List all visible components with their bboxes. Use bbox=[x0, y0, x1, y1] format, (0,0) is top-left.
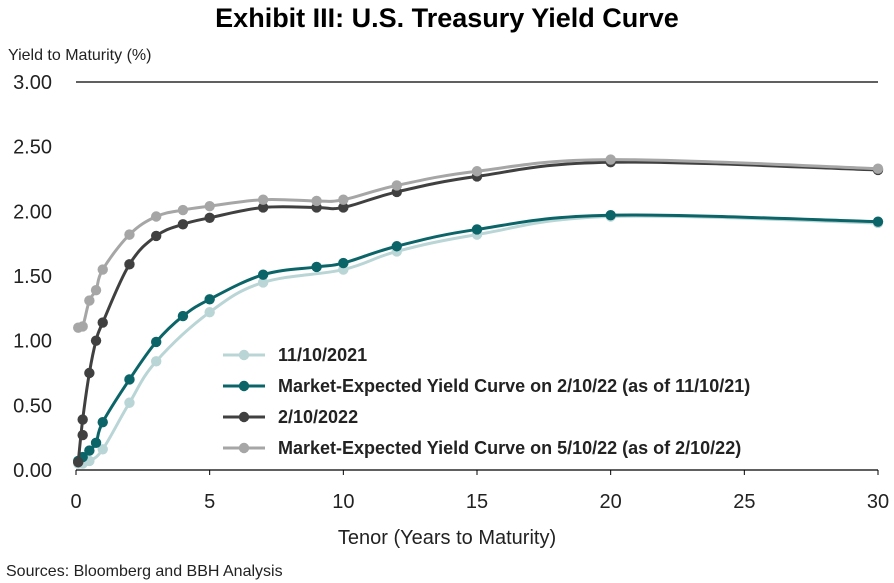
data-point bbox=[471, 224, 483, 235]
x-tick-label: 0 bbox=[70, 491, 81, 513]
chart-title: Exhibit III: U.S. Treasury Yield Curve bbox=[215, 3, 679, 33]
series-3 bbox=[73, 156, 884, 468]
data-point bbox=[97, 444, 108, 455]
data-point bbox=[151, 211, 162, 222]
data-point bbox=[177, 204, 189, 216]
y-tick-labels: 0.00 0.50 1.00 1.50 2.00 2.50 3.00 bbox=[13, 72, 52, 482]
data-point bbox=[338, 194, 349, 205]
data-point bbox=[124, 397, 135, 408]
series-line bbox=[76, 213, 880, 463]
data-point bbox=[257, 202, 269, 213]
data-point bbox=[204, 200, 215, 212]
y-tick-label: 1.50 bbox=[13, 266, 52, 288]
data-point bbox=[124, 374, 135, 385]
data-point bbox=[204, 294, 215, 305]
y-tick-label: 0.00 bbox=[13, 460, 52, 482]
legend-label: Market-Expected Yield Curve on 5/10/22 (… bbox=[278, 438, 741, 458]
y-tick-label: 3.00 bbox=[13, 72, 52, 94]
series-1 bbox=[73, 211, 884, 469]
legend-label: Market-Expected Yield Curve on 2/10/22 (… bbox=[278, 376, 750, 396]
legend-item-2: Market-Expected Yield Curve on 2/10/22 (… bbox=[223, 376, 750, 396]
data-point bbox=[391, 180, 402, 191]
data-point bbox=[338, 202, 349, 213]
legend-swatch-marker bbox=[238, 411, 250, 423]
data-point bbox=[97, 416, 108, 428]
data-point bbox=[177, 219, 189, 230]
data-point bbox=[97, 264, 108, 275]
data-point bbox=[151, 230, 162, 242]
series-layer bbox=[73, 154, 884, 469]
grid-layer bbox=[75, 81, 879, 475]
x-tick-labels: 0 5 10 15 20 25 30 bbox=[70, 491, 889, 513]
data-point bbox=[204, 212, 215, 223]
data-point bbox=[90, 335, 102, 346]
data-point bbox=[338, 257, 349, 269]
data-point bbox=[605, 210, 616, 221]
legend: 11/10/2021 Market-Expected Yield Curve on… bbox=[223, 345, 750, 458]
data-point bbox=[84, 445, 95, 456]
legend-swatch-marker bbox=[238, 349, 250, 361]
legend-swatch-marker bbox=[238, 442, 250, 454]
legend-label: 11/10/2021 bbox=[278, 345, 367, 365]
data-point bbox=[311, 261, 322, 273]
data-point bbox=[204, 307, 215, 318]
x-tick-label: 30 bbox=[867, 491, 889, 513]
x-tick-label: 15 bbox=[466, 491, 488, 513]
data-point bbox=[471, 166, 483, 177]
y-tick-label: 1.00 bbox=[13, 331, 52, 353]
data-point bbox=[84, 295, 95, 306]
x-axis-label: Tenor (Years to Maturity) bbox=[338, 527, 556, 549]
data-point bbox=[872, 216, 884, 227]
data-point bbox=[124, 259, 135, 270]
y-tick-label: 0.50 bbox=[13, 395, 52, 417]
data-point bbox=[124, 229, 135, 240]
x-tick-label: 5 bbox=[204, 491, 215, 513]
data-point bbox=[605, 154, 616, 165]
data-point bbox=[90, 437, 102, 449]
data-point bbox=[97, 317, 108, 328]
legend-label: 2/10/2022 bbox=[278, 407, 358, 427]
data-point bbox=[872, 163, 884, 174]
data-point bbox=[77, 429, 88, 441]
x-tick-label: 20 bbox=[600, 491, 622, 513]
series-4 bbox=[73, 154, 884, 333]
data-point bbox=[84, 367, 95, 379]
data-point bbox=[77, 321, 88, 332]
legend-swatch-marker bbox=[238, 380, 250, 392]
data-point bbox=[257, 277, 269, 288]
legend-item-1: 11/10/2021 bbox=[223, 345, 367, 365]
x-tick-label: 10 bbox=[332, 491, 354, 513]
data-point bbox=[391, 241, 402, 252]
legend-item-3: 2/10/2022 bbox=[223, 407, 358, 427]
series-2 bbox=[73, 210, 884, 467]
data-point bbox=[257, 194, 269, 205]
series-line bbox=[76, 158, 880, 331]
data-point bbox=[90, 285, 102, 296]
y-tick-label: 2.50 bbox=[13, 137, 52, 159]
data-point bbox=[77, 414, 88, 425]
data-point bbox=[177, 310, 189, 322]
data-point bbox=[73, 457, 84, 468]
y-tick-label: 2.00 bbox=[13, 201, 52, 223]
source-note: Sources: Bloomberg and BBH Analysis bbox=[6, 563, 283, 580]
data-point bbox=[151, 356, 162, 367]
data-point bbox=[311, 195, 322, 207]
data-point bbox=[257, 269, 269, 280]
y-axis-label: Yield to Maturity (%) bbox=[8, 47, 151, 64]
data-point bbox=[151, 336, 162, 348]
legend-item-4: Market-Expected Yield Curve on 5/10/22 (… bbox=[223, 438, 741, 458]
series-line bbox=[76, 214, 880, 466]
x-tick-label: 25 bbox=[733, 491, 755, 513]
